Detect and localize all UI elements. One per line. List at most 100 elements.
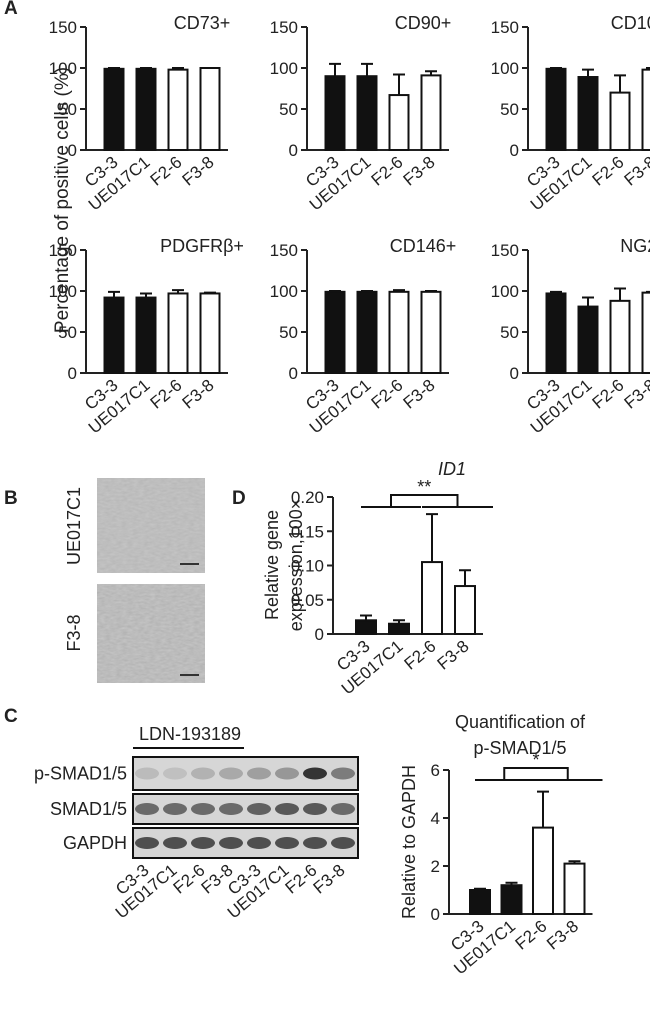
blot-band: [303, 837, 327, 849]
bar: [422, 292, 441, 373]
y-tick-label: 0: [510, 364, 519, 383]
y-tick-label: 100: [49, 282, 77, 301]
bar: [201, 68, 220, 150]
bar: [455, 586, 475, 634]
bar: [201, 293, 220, 373]
blot-band: [191, 837, 215, 849]
x-tick-label: F2-6: [401, 637, 440, 674]
blot-band: [163, 803, 187, 815]
bar: [565, 864, 585, 914]
x-tick-label: F2-6: [147, 376, 186, 413]
blot-band: [303, 768, 327, 780]
blot-row-label: p-SMAD1/5: [34, 764, 127, 784]
error-bar: [204, 293, 216, 294]
bar: [326, 292, 345, 373]
y-tick-label: 150: [270, 241, 298, 260]
bar: [579, 307, 598, 373]
lane-label: F3-8: [310, 861, 349, 898]
bar: [356, 620, 376, 634]
bar: [547, 293, 566, 373]
image-label: F3-8: [64, 614, 84, 651]
y-tick-label: 100: [491, 59, 519, 78]
blot-band: [275, 768, 299, 780]
y-tick-label: 100: [491, 282, 519, 301]
x-tick-label: F3-8: [621, 153, 650, 190]
blot-band: [163, 768, 187, 780]
bar: [422, 562, 442, 634]
y-tick-label: 50: [279, 323, 298, 342]
chart-title: PDGFRβ+: [160, 236, 244, 256]
bar: [358, 292, 377, 373]
x-tick-label: F2-6: [512, 917, 551, 954]
chart-title: p-SMAD1/5: [473, 738, 566, 758]
bar: [470, 890, 490, 914]
bar: [389, 624, 409, 634]
error-bar: [426, 514, 438, 562]
blot-row-label: SMAD1/5: [50, 799, 127, 819]
chart-title: ID1: [438, 459, 466, 479]
chart-title: CD146+: [390, 236, 457, 256]
y-tick-label: 6: [431, 761, 440, 780]
x-tick-label: F3-8: [434, 637, 473, 674]
bar: [390, 292, 409, 373]
bar: [390, 95, 409, 150]
bar: [169, 70, 188, 150]
bar: [105, 69, 124, 150]
y-tick-label: 0: [510, 141, 519, 160]
chart-title: Quantification of: [455, 712, 586, 732]
panel-label: C: [4, 706, 18, 727]
micrograph-texture: [97, 584, 205, 683]
y-tick-label: 50: [500, 323, 519, 342]
chart-title: CD73+: [174, 13, 231, 33]
y-tick-label: 50: [58, 100, 77, 119]
blot-band: [219, 768, 243, 780]
x-tick-label: F3-8: [621, 376, 650, 413]
bar: [169, 293, 188, 373]
y-tick-label: 100: [49, 59, 77, 78]
y-tick-label: 0: [68, 364, 77, 383]
bar: [105, 298, 124, 373]
blot-band: [303, 803, 327, 815]
blot-band: [247, 837, 271, 849]
error-bar: [108, 68, 120, 69]
y-tick-label: 2: [431, 857, 440, 876]
x-tick-label: F3-8: [179, 153, 218, 190]
micrograph-texture: [97, 478, 205, 573]
bar: [643, 70, 650, 150]
blot-band: [135, 837, 159, 849]
error-bar: [140, 68, 152, 69]
significance-label: *: [532, 750, 539, 770]
treatment-label: LDN-193189: [139, 724, 241, 744]
x-tick-label: F2-6: [147, 153, 186, 190]
y-tick-label: 150: [491, 241, 519, 260]
blot-band: [219, 803, 243, 815]
blot-band: [163, 837, 187, 849]
y-tick-label: 150: [49, 241, 77, 260]
x-tick-label: F3-8: [179, 376, 218, 413]
y-tick-label: 150: [49, 18, 77, 37]
blot-band: [191, 768, 215, 780]
bar: [137, 298, 156, 373]
bar: [579, 77, 598, 150]
error-bar: [582, 298, 594, 307]
bar: [547, 69, 566, 150]
y-tick-label: 150: [270, 18, 298, 37]
bar: [611, 93, 630, 150]
blot-band: [331, 768, 355, 780]
western-blot: [133, 757, 358, 858]
blot-band: [331, 803, 355, 815]
y-tick-label: 0: [431, 905, 440, 924]
bar: [533, 828, 553, 914]
chart-title: CD90+: [395, 13, 452, 33]
y-tick-label: 4: [431, 809, 440, 828]
x-tick-label: F2-6: [368, 376, 407, 413]
y-tick-label: 50: [279, 100, 298, 119]
error-bar: [361, 64, 373, 76]
chart-title: NG2+: [620, 236, 650, 256]
blot-band: [275, 803, 299, 815]
y-tick-label: 50: [58, 323, 77, 342]
bar: [326, 76, 345, 150]
panel-label: D: [232, 488, 246, 509]
